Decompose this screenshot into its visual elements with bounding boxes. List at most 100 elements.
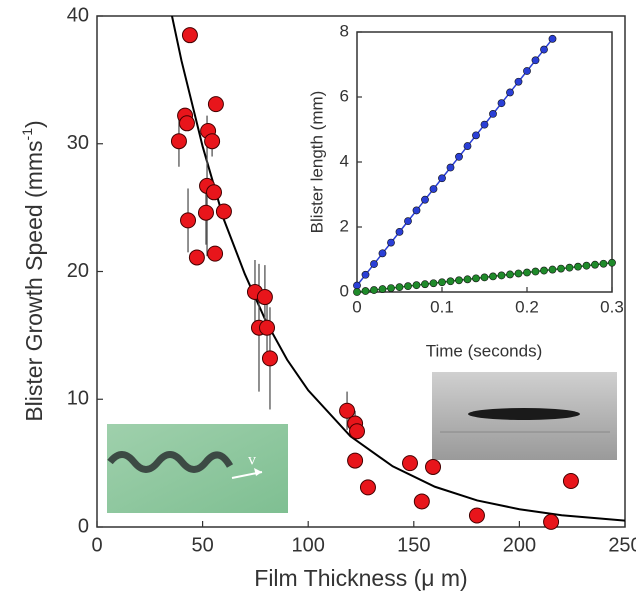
data-point — [178, 115, 195, 132]
data-point — [359, 479, 376, 496]
y-tick-label: 10 — [67, 388, 89, 410]
series-marker — [506, 270, 514, 279]
velocity-label: v — [248, 452, 256, 469]
data-point — [401, 455, 418, 472]
series-marker — [378, 285, 387, 293]
data-point — [259, 319, 276, 336]
inset-x-axis-label: Time (seconds) — [426, 341, 543, 360]
series-marker — [438, 174, 446, 183]
x-axis-label: Film Thickness (μ m) — [254, 565, 467, 591]
x-tick-label: 0.2 — [515, 298, 539, 317]
series-marker — [472, 131, 480, 140]
data-point — [215, 203, 232, 220]
y-tick-label: 8 — [340, 21, 349, 40]
y-tick-label: 4 — [340, 151, 349, 170]
series-marker — [480, 120, 489, 129]
y-tick-label: 20 — [67, 260, 89, 282]
series-marker — [421, 280, 429, 289]
inset-y-axis-label: Blister length (mm) — [307, 91, 326, 234]
data-point — [206, 184, 223, 201]
x-tick-label: 100 — [292, 534, 325, 556]
y-tick-label: 0 — [340, 281, 349, 300]
x-tick-label: 0 — [91, 534, 102, 556]
y-axis-label: Blister Growth Speed (mms-1) — [19, 120, 47, 421]
series-marker — [582, 261, 591, 270]
series-marker — [540, 45, 548, 54]
series-marker — [353, 288, 361, 296]
data-point — [562, 473, 579, 490]
y-axis-label-end: ) — [21, 120, 47, 128]
series-marker — [523, 67, 531, 75]
series-marker — [599, 259, 608, 268]
series-marker — [361, 287, 370, 295]
series-marker — [429, 279, 438, 288]
fit-curve — [171, 16, 625, 522]
series-marker — [506, 88, 514, 97]
x-tick-label: 0 — [352, 298, 361, 317]
y-tick-label: 40 — [67, 4, 89, 26]
data-point — [413, 493, 430, 510]
y-tick-label: 0 — [78, 515, 89, 537]
inset-frame — [356, 31, 613, 293]
photo-insets: v — [107, 372, 617, 513]
series-marker — [489, 272, 497, 281]
series-marker — [387, 238, 395, 247]
series-marker — [353, 281, 361, 290]
series-marker — [455, 152, 463, 161]
series-marker — [548, 265, 557, 274]
data-point — [188, 249, 205, 266]
x-tick-label: 250 — [608, 534, 636, 556]
y-axis-label-main: Blister Growth Speed (mms — [21, 140, 47, 421]
series-marker — [463, 142, 472, 150]
series-marker — [378, 249, 387, 258]
series-marker — [387, 284, 395, 292]
series-marker — [480, 273, 489, 282]
wrinkle — [107, 451, 234, 473]
series-marker — [557, 264, 565, 273]
series-marker — [540, 266, 548, 275]
series-marker — [514, 77, 523, 86]
x-tick-label: 150 — [397, 534, 430, 556]
series-marker — [361, 270, 370, 279]
x-tick-label: 200 — [503, 534, 536, 556]
data-point — [425, 458, 442, 475]
series-marker — [404, 282, 412, 291]
data-point — [207, 96, 224, 113]
series-marker — [412, 281, 421, 290]
series-marker — [497, 271, 506, 280]
series-marker — [608, 258, 616, 267]
x-tick-label: 50 — [191, 534, 213, 556]
series-marker — [531, 267, 540, 276]
series-marker — [370, 260, 378, 268]
x-tick-label: 0.1 — [430, 298, 454, 317]
series-marker — [446, 163, 455, 172]
data-point — [468, 507, 485, 524]
series-marker — [531, 56, 540, 65]
series-marker — [489, 110, 497, 118]
data-point — [170, 133, 187, 150]
data-point — [204, 133, 221, 150]
y-tick-label: 6 — [340, 86, 349, 105]
series-marker — [455, 276, 463, 285]
series-marker — [591, 260, 599, 269]
series-marker — [412, 206, 421, 215]
data-point — [256, 289, 273, 306]
series-marker — [548, 34, 557, 43]
data-point — [348, 423, 365, 440]
series-marker — [497, 99, 506, 108]
series-marker — [404, 217, 412, 226]
y-tick-label: 30 — [67, 132, 89, 154]
series-marker — [472, 274, 480, 283]
data-point — [181, 27, 198, 44]
x-tick-label: 0.3 — [600, 298, 624, 317]
series-marker — [463, 275, 472, 284]
series-marker — [421, 195, 429, 204]
data-point — [261, 350, 278, 367]
series-marker — [395, 227, 404, 236]
series-marker — [429, 185, 438, 193]
data-point — [180, 212, 197, 229]
y-tick-label: 2 — [340, 216, 349, 235]
series-marker — [574, 262, 582, 271]
data-point — [197, 204, 214, 221]
